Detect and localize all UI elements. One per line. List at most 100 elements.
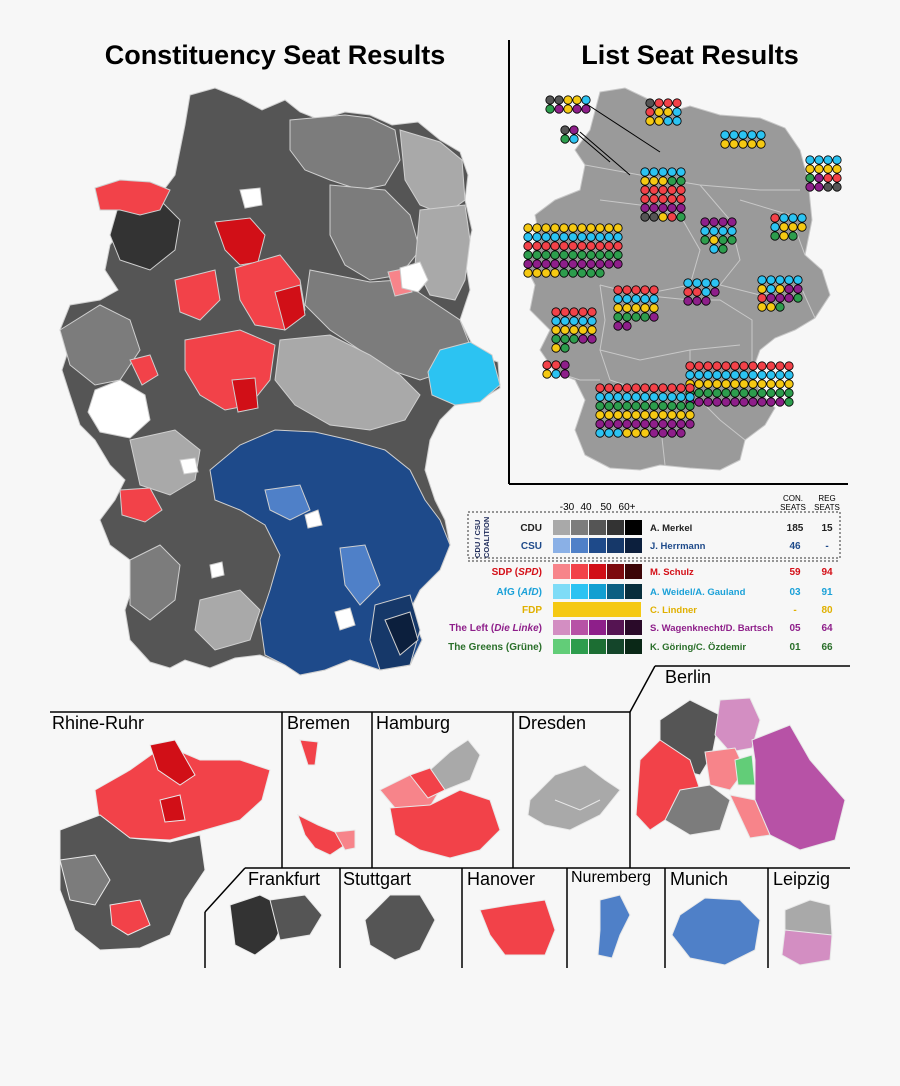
seat-dot-fdp: [631, 410, 641, 420]
seat-dot-spd: [649, 194, 659, 204]
seat-dot-fdp: [613, 223, 623, 233]
seat-dot-fdp: [577, 223, 587, 233]
seat-dot-greens: [577, 268, 587, 278]
seat-dot-greens: [586, 250, 596, 260]
seat-dot-greens: [775, 388, 785, 398]
seat-dot-left: [559, 259, 569, 269]
seat-dot-spd: [560, 307, 570, 317]
seat-dot-left: [775, 293, 785, 303]
seat-dot-afd: [578, 316, 588, 326]
seat-dot-afd: [692, 278, 702, 288]
seat-dot-fdp: [649, 410, 659, 420]
legend-swatch: [589, 639, 606, 654]
seat-dot-spd: [640, 185, 650, 195]
seat-dot-greens: [770, 231, 780, 241]
seat-dot-left: [667, 203, 677, 213]
dot-cluster-thuringia: [683, 278, 720, 306]
legend-swatch: [571, 639, 588, 654]
seat-dot-left: [718, 217, 728, 227]
seat-dot-left: [775, 397, 785, 407]
seat-dot-cdu: [649, 212, 659, 222]
seat-dot-fdp: [797, 222, 807, 232]
seat-dot-spd: [523, 241, 533, 251]
legend-swatch: [589, 520, 606, 535]
seat-dot-fdp: [563, 104, 573, 114]
dot-cluster-schleswig-holstein: [645, 98, 682, 126]
seat-dot-spd: [604, 383, 614, 393]
seat-dot-greens: [631, 312, 641, 322]
inset-label-stuttgart: Stuttgart: [343, 869, 412, 889]
seat-dot-greens: [748, 388, 758, 398]
seat-dot-afd: [604, 392, 614, 402]
seat-dot-left: [587, 334, 597, 344]
seat-dot-afd: [523, 232, 533, 242]
legend-scale-label-40: 40: [580, 502, 592, 513]
inset-hanover-map: [479, 899, 556, 956]
city-hole-rhine-ruhr: [87, 379, 151, 439]
seat-dot-fdp: [663, 107, 673, 117]
seat-dot-fdp: [779, 222, 789, 232]
seat-dot-left: [701, 296, 711, 306]
seat-dot-greens: [568, 250, 578, 260]
seat-dot-fdp: [631, 303, 641, 313]
seat-dot-left: [586, 259, 596, 269]
seat-dot-fdp: [640, 410, 650, 420]
seat-dot-afd: [595, 428, 605, 438]
seat-dot-afd: [770, 222, 780, 232]
seat-dot-spd: [613, 241, 623, 251]
inset-label-rhine-ruhr: Rhine-Ruhr: [52, 713, 145, 733]
seat-dot-spd: [784, 361, 794, 371]
dot-cluster-nrw: [523, 223, 623, 278]
legend-con-seats: 46: [789, 541, 801, 552]
seat-dot-afd: [727, 226, 737, 236]
seat-dot-afd: [676, 167, 686, 177]
inset-rhine-ruhr-map: [59, 739, 271, 951]
inset-label-nuremberg: Nuremberg: [571, 869, 652, 886]
seat-dot-left: [572, 104, 582, 114]
constituency-map: [59, 87, 501, 676]
legend-reg-seats: 66: [821, 642, 833, 653]
seat-dot-fdp: [757, 379, 767, 389]
legend-swatch: [625, 538, 642, 553]
seat-dot-cdu: [560, 125, 570, 135]
seat-dot-spd: [613, 383, 623, 393]
seat-dot-left: [560, 360, 570, 370]
legend-swatch: [625, 639, 642, 654]
seat-dot-fdp: [631, 428, 641, 438]
seat-dot-afd: [569, 316, 579, 326]
seat-dot-spd: [739, 361, 749, 371]
city-hole-munich: [334, 607, 356, 631]
seat-dot-greens: [541, 250, 551, 260]
csu-region-regensburg: [339, 544, 381, 606]
seat-dot-fdp: [523, 268, 533, 278]
seat-dot-fdp: [658, 176, 668, 186]
seat-dot-afd: [595, 232, 605, 242]
seat-dot-fdp: [694, 379, 704, 389]
seat-dot-fdp: [649, 303, 659, 313]
seat-dot-left: [730, 397, 740, 407]
seat-dot-greens: [532, 250, 542, 260]
seat-dot-greens: [676, 212, 686, 222]
legend-swatch: [625, 584, 642, 599]
seat-dot-greens: [604, 401, 614, 411]
seat-dot-left: [569, 125, 579, 135]
seat-dot-fdp: [563, 95, 573, 105]
city-hole-hamburg: [239, 187, 263, 209]
seat-dot-greens: [595, 268, 605, 278]
seat-dot-spd: [658, 194, 668, 204]
seat-dot-greens: [595, 401, 605, 411]
legend-swatch: [553, 620, 570, 635]
seat-dot-afd: [667, 167, 677, 177]
seat-dot-left: [676, 419, 686, 429]
seat-dot-fdp: [784, 379, 794, 389]
dot-cluster-bavaria: [685, 361, 794, 407]
seat-dot-left: [622, 321, 632, 331]
coalition-label-2: COALITION: [482, 517, 491, 558]
legend-party-name: AfG (AfD): [496, 587, 542, 598]
seat-dot-spd: [676, 383, 686, 393]
seat-dot-greens: [712, 388, 722, 398]
seat-dot-greens: [805, 173, 815, 183]
seat-dot-afd: [649, 392, 659, 402]
seat-dot-fdp: [720, 139, 730, 149]
seat-dot-fdp: [832, 164, 842, 174]
